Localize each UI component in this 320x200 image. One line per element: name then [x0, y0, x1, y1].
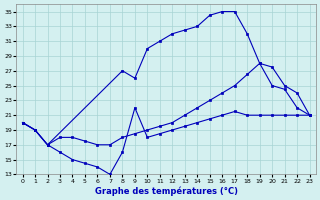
X-axis label: Graphe des températures (°C): Graphe des températures (°C) [95, 186, 237, 196]
